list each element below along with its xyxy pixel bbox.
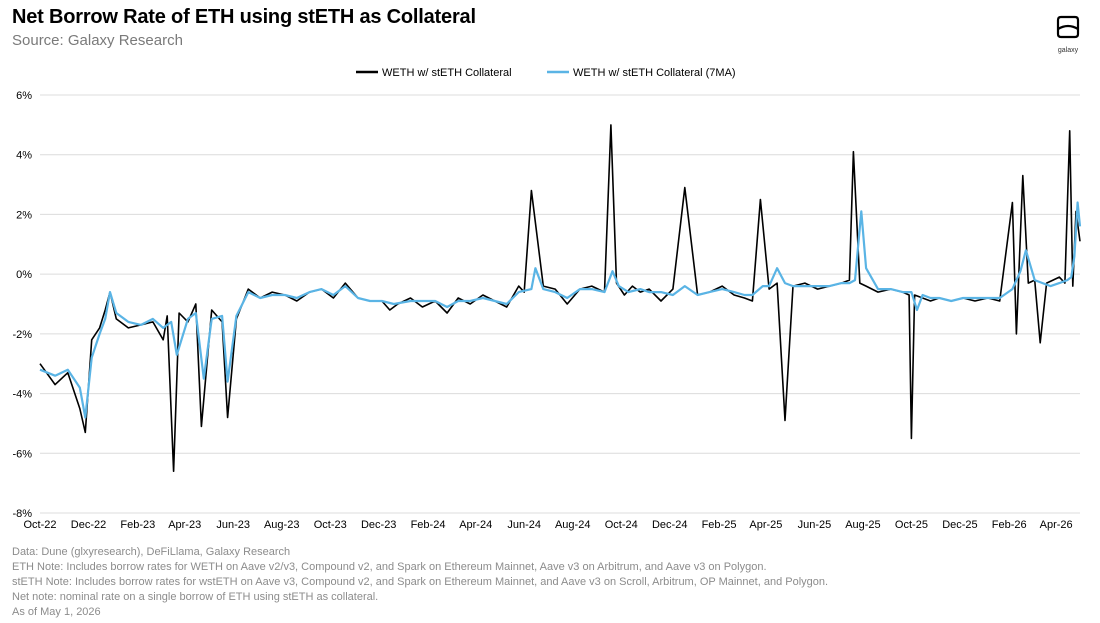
x-tick-label: Oct-24 bbox=[605, 519, 638, 531]
footnote-data-source: Data: Dune (glxyresearch), DeFiLlama, Ga… bbox=[12, 546, 291, 558]
footnotes: Data: Dune (glxyresearch), DeFiLlama, Ga… bbox=[12, 545, 828, 620]
galaxy-logo-icon bbox=[1056, 15, 1080, 39]
x-tick-label: Feb-24 bbox=[411, 519, 446, 531]
legend-label: WETH w/ stETH Collateral (7MA) bbox=[573, 67, 736, 79]
y-tick-label: 0% bbox=[16, 269, 32, 281]
x-tick-label: Aug-23 bbox=[264, 519, 299, 531]
footnote-steth-note: stETH Note: Includes borrow rates for ws… bbox=[12, 576, 829, 588]
y-tick-label: -4% bbox=[12, 389, 32, 401]
x-tick-label: Aug-25 bbox=[845, 519, 880, 531]
footnote-net-note: Net note: nominal rate on a single borro… bbox=[12, 591, 379, 603]
series-line-weth-7ma bbox=[39, 201, 1082, 419]
footnote-eth-note: ETH Note: Includes borrow rates for WETH… bbox=[12, 561, 767, 573]
y-tick-label: 2% bbox=[16, 209, 32, 221]
galaxy-logo: galaxy bbox=[1048, 14, 1088, 54]
x-tick-label: Feb-26 bbox=[992, 519, 1027, 531]
y-axis: -8% -6% -4% -2% 0% 2% 4% 6% bbox=[12, 90, 32, 520]
chart-legend: WETH w/ stETH Collateral WETH w/ stETH Co… bbox=[356, 67, 736, 79]
x-tick-label: Apr-24 bbox=[459, 519, 492, 531]
legend-label: WETH w/ stETH Collateral bbox=[382, 67, 512, 79]
x-tick-label: Feb-23 bbox=[120, 519, 155, 531]
page-title: Net Borrow Rate of ETH using stETH as Co… bbox=[12, 6, 476, 28]
x-tick-label: Oct-22 bbox=[23, 519, 56, 531]
x-tick-label: Oct-25 bbox=[895, 519, 928, 531]
y-tick-label: 6% bbox=[16, 90, 32, 102]
x-tick-label: Dec-25 bbox=[942, 519, 977, 531]
x-tick-label: Feb-25 bbox=[702, 519, 737, 531]
x-tick-label: Apr-26 bbox=[1040, 519, 1073, 531]
x-tick-label: Apr-23 bbox=[168, 519, 201, 531]
page-subtitle: Source: Galaxy Research bbox=[12, 32, 183, 49]
x-tick-label: Apr-25 bbox=[749, 519, 782, 531]
y-tick-label: -2% bbox=[12, 329, 32, 341]
series-line-weth bbox=[39, 124, 1081, 473]
x-tick-label: Dec-24 bbox=[652, 519, 687, 531]
chart-grid bbox=[40, 94, 1080, 514]
x-tick-label: Jun-24 bbox=[507, 519, 541, 531]
x-tick-label: Aug-24 bbox=[555, 519, 590, 531]
y-tick-label: -8% bbox=[12, 508, 32, 520]
logo-text: galaxy bbox=[1057, 47, 1079, 54]
x-axis: Oct-22 Dec-22 Feb-23 Apr-23 Jun-23 Aug-23 Oct-… bbox=[23, 519, 1072, 531]
y-tick-label: -6% bbox=[12, 448, 32, 460]
chart: -8% -6% -4% -2% 0% 2% 4% 6% Oct-22 Dec-22 Feb-23 A… bbox=[12, 67, 1082, 531]
x-tick-label: Jun-23 bbox=[216, 519, 250, 531]
x-tick-label: Dec-22 bbox=[71, 519, 106, 531]
chart-series bbox=[39, 124, 1082, 473]
footnote-as-of: As of May 1, 2026 bbox=[12, 606, 101, 618]
x-tick-label: Dec-23 bbox=[361, 519, 396, 531]
x-tick-label: Jun-25 bbox=[798, 519, 832, 531]
x-tick-label: Oct-23 bbox=[314, 519, 347, 531]
y-tick-label: 4% bbox=[16, 150, 32, 162]
